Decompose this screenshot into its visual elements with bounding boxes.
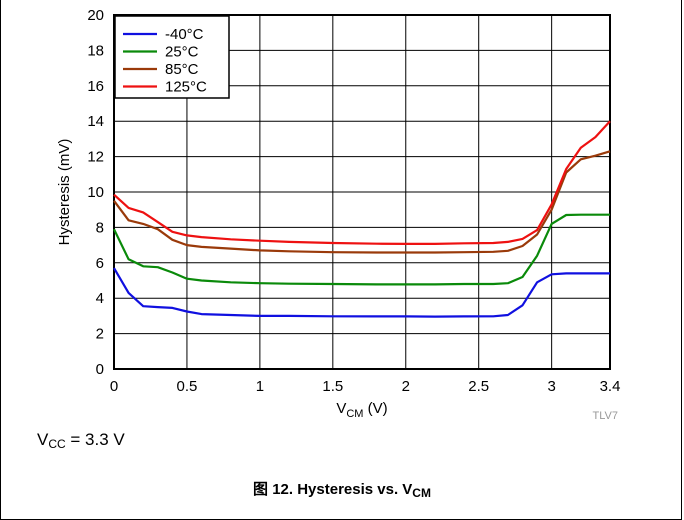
y-tick-label: 10 xyxy=(87,184,104,201)
y-tick-label: 2 xyxy=(96,326,104,343)
x-axis-label: VCM (V) xyxy=(336,400,387,420)
legend-label: 25°C xyxy=(165,44,199,61)
legend-label: 125°C xyxy=(165,79,207,96)
x-tick-label: 3 xyxy=(547,378,555,395)
test-condition: VCC = 3.3 V xyxy=(37,430,125,451)
caption-text: 图 12. Hysteresis vs. V xyxy=(253,481,413,498)
x-tick-label: 2.5 xyxy=(468,378,489,395)
series-line xyxy=(113,213,610,286)
series-line xyxy=(113,120,611,245)
x-tick-label: 0 xyxy=(110,378,118,395)
y-tick-label: 20 xyxy=(87,7,104,24)
y-tick-label: 4 xyxy=(96,290,104,307)
y-tick-label: 6 xyxy=(96,255,104,272)
x-tick-label: 3.4 xyxy=(600,378,621,395)
x-tick-label: 2 xyxy=(402,378,410,395)
caption-subscript: CM xyxy=(412,486,431,500)
y-tick-label: 8 xyxy=(96,219,104,236)
y-axis-label: Hysteresis (mV) xyxy=(56,139,73,246)
y-tick-label: 14 xyxy=(87,113,104,130)
y-tick-label: 18 xyxy=(87,42,104,59)
y-tick-label: 16 xyxy=(87,78,104,95)
condition-subscript: CC xyxy=(48,437,66,451)
legend-label: 85°C xyxy=(165,61,199,78)
series-0 xyxy=(113,267,610,318)
legend-label: -40°C xyxy=(165,26,204,43)
series-line xyxy=(113,150,611,254)
y-tick-label: 0 xyxy=(96,361,104,378)
series-1 xyxy=(113,213,610,286)
x-tick-label: 1.5 xyxy=(322,378,343,395)
series-line xyxy=(113,267,610,318)
legend-box xyxy=(114,15,230,99)
figure-caption: 图 12. Hysteresis vs. VCM xyxy=(0,478,684,500)
condition-symbol: V xyxy=(37,430,49,449)
condition-value: = 3.3 V xyxy=(65,430,125,449)
x-tick-label: 1 xyxy=(256,378,264,395)
hysteresis-chart: 0 0.5 1 1.5 2 2.5 3 3.4 0 2 4 6 8 10 12 14 16 18 20 VCM (V)… xyxy=(56,7,621,422)
watermark-label: TLV7 xyxy=(593,410,618,422)
y-tick-label: 12 xyxy=(87,149,104,166)
series-2 xyxy=(113,150,611,254)
series-3 xyxy=(113,120,611,245)
x-tick-label: 0.5 xyxy=(177,378,198,395)
plot-border xyxy=(113,14,611,370)
